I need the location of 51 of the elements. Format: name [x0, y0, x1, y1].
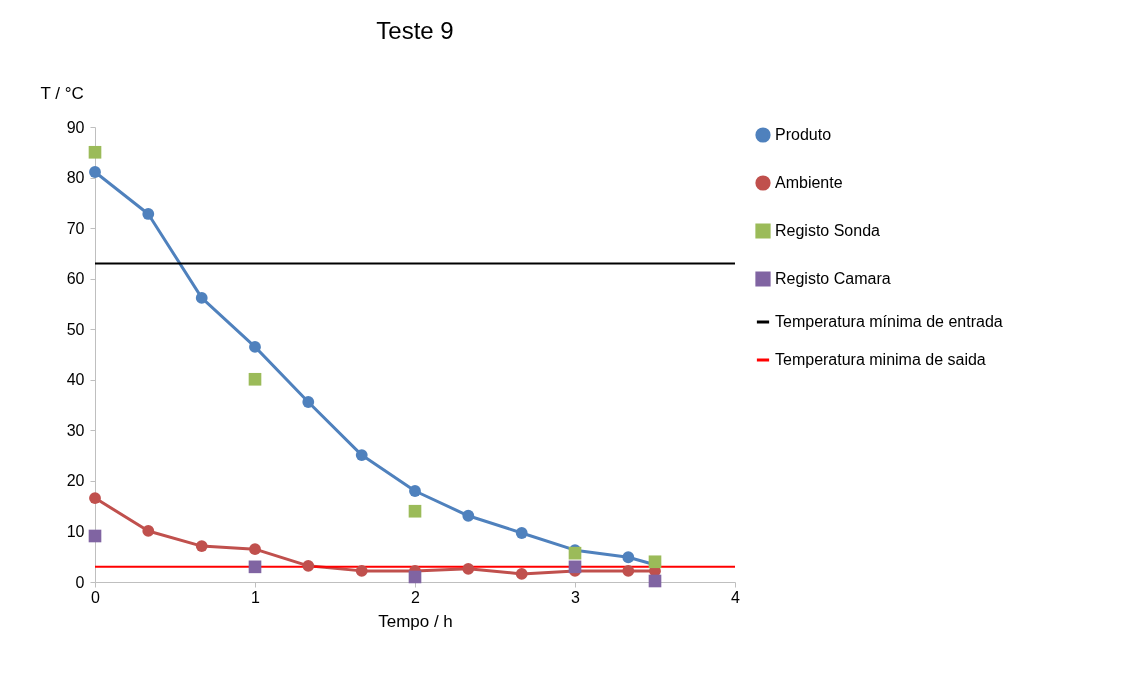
- point: [142, 525, 155, 537]
- point: [515, 527, 528, 539]
- y-tick-label: 20: [66, 472, 85, 490]
- point: [622, 564, 635, 577]
- legend-label: Registo Sonda: [775, 222, 881, 239]
- y-tick-label: 90: [66, 118, 85, 136]
- point: [622, 551, 635, 564]
- point: [462, 562, 475, 575]
- point: [248, 372, 262, 386]
- chart-title: Teste 9: [376, 17, 454, 44]
- y-tick-label: 0: [75, 573, 85, 591]
- y-tick-label: 60: [66, 270, 85, 288]
- point: [249, 543, 261, 556]
- point: [89, 166, 101, 178]
- point: [89, 492, 101, 504]
- y-tick-label: 10: [66, 522, 85, 540]
- point: [408, 504, 422, 518]
- x-tick-label: 2: [411, 588, 421, 606]
- legend-label: Registo Camara: [775, 270, 891, 287]
- point: [462, 509, 475, 522]
- point: [648, 574, 662, 588]
- y-tick-label: 40: [66, 371, 85, 389]
- point: [568, 560, 582, 574]
- point: [249, 341, 261, 353]
- y-tick-label: 30: [66, 421, 85, 439]
- point: [248, 560, 262, 574]
- point: [408, 570, 422, 584]
- point: [195, 291, 208, 304]
- y-tick-label: 50: [66, 320, 85, 338]
- legend-label: Temperatura mínima de entrada: [775, 313, 1003, 330]
- y-axis-title: T / °C: [40, 83, 84, 103]
- point: [355, 564, 368, 577]
- x-axis-title: Tempo / h: [378, 611, 453, 631]
- point: [409, 485, 421, 497]
- x-tick-label: 0: [91, 588, 101, 606]
- y-tick-label: 80: [66, 169, 85, 187]
- legend-label: Produto: [775, 126, 832, 143]
- x-tick-label: 1: [251, 588, 261, 606]
- point: [355, 449, 368, 462]
- legend-label: Ambiente: [775, 174, 843, 191]
- point: [302, 559, 315, 572]
- point: [88, 145, 102, 159]
- point: [88, 529, 102, 543]
- point: [302, 396, 315, 408]
- legend-label: Temperatura minima de saida: [775, 351, 986, 368]
- y-tick-label: 70: [66, 219, 85, 237]
- x-tick-label: 3: [571, 588, 581, 606]
- x-tick-label: 4: [731, 588, 741, 606]
- point: [195, 540, 208, 553]
- point: [515, 568, 528, 580]
- point: [142, 208, 155, 220]
